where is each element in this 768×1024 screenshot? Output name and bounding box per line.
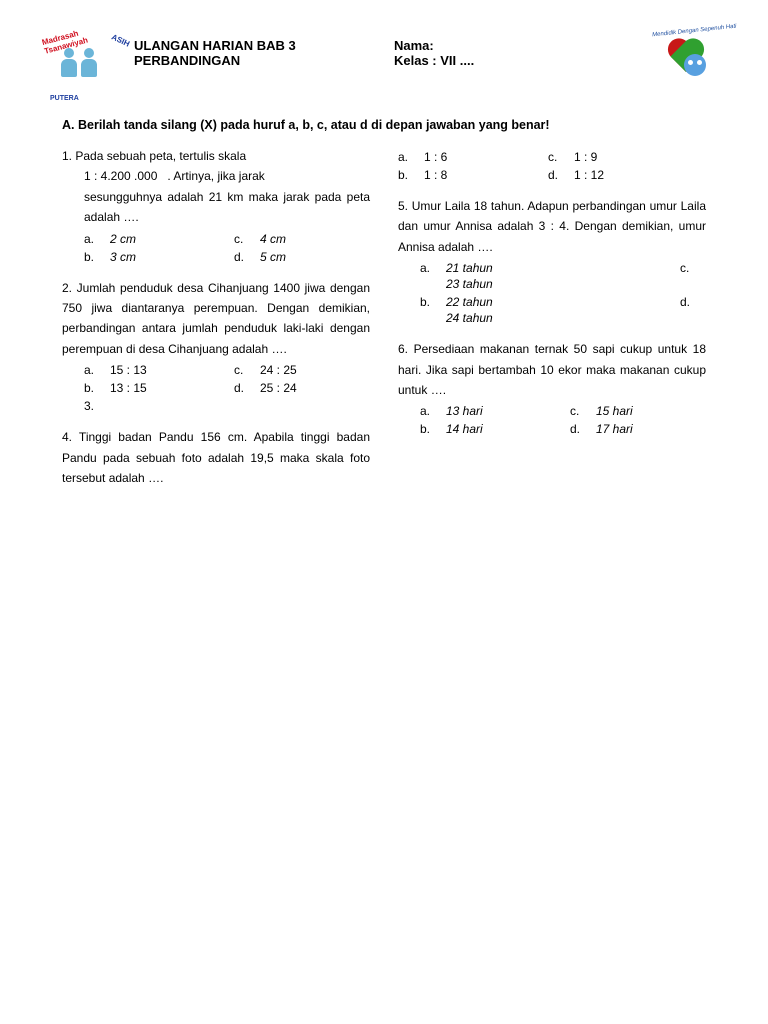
q4-text: 4. Tinggi badan Pandu 156 cm. Apabila ti… — [62, 427, 370, 488]
opt-label-c: c. — [680, 261, 706, 275]
q6-opt-b: 14 hari — [446, 422, 483, 436]
question-1: 1. Pada sebuah peta, tertulis skala 1 : … — [62, 146, 370, 264]
q6-text: 6. Persediaan makanan ternak 50 sapi cuk… — [398, 339, 706, 400]
q5-opt-b2: 24 tahun — [420, 311, 706, 325]
q1-line2: . Artinya, jika jarak — [167, 169, 264, 183]
mascot-slogan: Mendidik Dengan Sepenuh Hati — [652, 24, 737, 39]
opt-label-a: a. — [84, 232, 110, 246]
q2-opt-c: 24 : 25 — [260, 363, 297, 377]
section-instruction: A. Berilah tanda silang (X) pada huruf a… — [62, 118, 728, 132]
q2-opt-a: 15 : 13 — [110, 363, 147, 377]
q4-opt-d: 1 : 12 — [574, 168, 604, 182]
q6-opt-c: 15 hari — [596, 404, 633, 418]
logo-text-bottom: PUTERA — [50, 95, 79, 102]
q1-scale: 1 : 4.200 .000 — [84, 169, 157, 183]
school-logo: Madrasah Tsanawiyah ASIH PUTERA — [40, 30, 120, 100]
title-block: ULANGAN HARIAN BAB 3 Nama: PERBANDINGAN … — [120, 30, 648, 68]
question-4: 4. Tinggi badan Pandu 156 cm. Apabila ti… — [62, 427, 370, 488]
opt-label-b: b. — [420, 295, 446, 309]
opt-label-d: d. — [234, 250, 260, 264]
logo-people-icon — [58, 44, 102, 88]
question-6: 6. Persediaan makanan ternak 50 sapi cuk… — [398, 339, 706, 436]
q1-opt-a: 2 cm — [110, 232, 136, 246]
column-right: a.1 : 6 c.1 : 9 b.1 : 8 d.1 : 12 5. Umur… — [398, 146, 706, 502]
q4-opt-c: 1 : 9 — [574, 150, 597, 164]
opt-label-b: b. — [398, 168, 424, 182]
opt-label-c: c. — [234, 363, 260, 377]
q5-opt-a2: 23 tahun — [420, 277, 706, 291]
opt-label-c: c. — [548, 150, 574, 164]
q4-opt-a: 1 : 6 — [424, 150, 447, 164]
opt-label-b: b. — [84, 250, 110, 264]
label-kelas: Kelas : VII .... — [394, 53, 474, 68]
opt-label-c: c. — [234, 232, 260, 246]
label-nama: Nama: — [394, 38, 434, 53]
question-4-opts: a.1 : 6 c.1 : 9 b.1 : 8 d.1 : 12 — [398, 150, 706, 182]
q6-opt-a: 13 hari — [446, 404, 483, 418]
q5-opt-b: 22 tahun — [446, 295, 600, 309]
q5-text: 5. Umur Laila 18 tahun. Adapun perbandin… — [398, 196, 706, 257]
opt-label-c: c. — [570, 404, 596, 418]
opt-label-b: b. — [420, 422, 446, 436]
q6-opt-d: 17 hari — [596, 422, 633, 436]
q5-opt-a: 21 tahun — [446, 261, 600, 275]
q2-opt-d: 25 : 24 — [260, 381, 297, 395]
q4-opt-b: 1 : 8 — [424, 168, 447, 182]
column-left: 1. Pada sebuah peta, tertulis skala 1 : … — [62, 146, 370, 502]
q2-opt-b: 13 : 15 — [110, 381, 147, 395]
opt-label-d: d. — [570, 422, 596, 436]
q1-line3: sesungguhnya adalah 21 km maka jarak pad… — [62, 187, 370, 228]
opt-label-b: b. — [84, 381, 110, 395]
question-2: 2. Jumlah penduduk desa Cihanjuang 1400 … — [62, 278, 370, 414]
q1-opt-d: 5 cm — [260, 250, 286, 264]
q1-opt-c: 4 cm — [260, 232, 286, 246]
doc-title-2: PERBANDINGAN — [134, 53, 394, 68]
q1-line1: 1. Pada sebuah peta, tertulis skala — [62, 149, 246, 163]
opt-label-a: a. — [398, 150, 424, 164]
opt-label-a: a. — [420, 404, 446, 418]
opt-label-d: d. — [234, 381, 260, 395]
question-5: 5. Umur Laila 18 tahun. Adapun perbandin… — [398, 196, 706, 325]
opt-label-d: d. — [548, 168, 574, 182]
q2-text: 2. Jumlah penduduk desa Cihanjuang 1400 … — [62, 278, 370, 360]
header: Madrasah Tsanawiyah ASIH PUTERA ULANGAN … — [40, 30, 728, 100]
opt-label-a: a. — [420, 261, 446, 275]
content-columns: 1. Pada sebuah peta, tertulis skala 1 : … — [40, 146, 728, 502]
opt-label-d: d. — [680, 295, 706, 309]
doc-title-1: ULANGAN HARIAN BAB 3 — [134, 38, 394, 53]
mascot-logo: Mendidik Dengan Sepenuh Hati — [648, 30, 728, 100]
opt-label-a: a. — [84, 363, 110, 377]
face-icon — [684, 54, 706, 76]
q1-opt-b: 3 cm — [110, 250, 136, 264]
q3-num: 3. — [62, 399, 370, 413]
